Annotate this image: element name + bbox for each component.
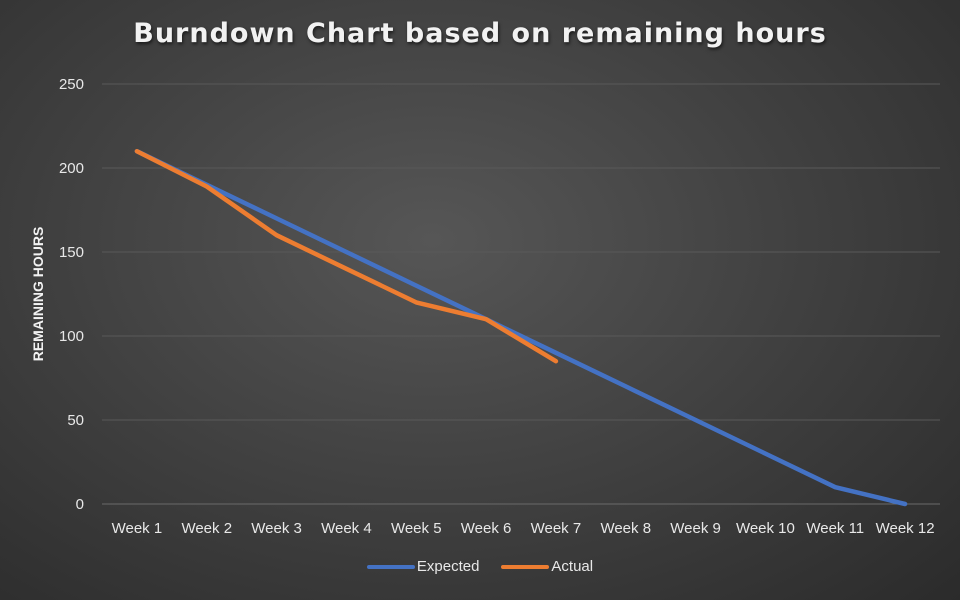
x-tick-label: Week 10	[736, 520, 795, 537]
legend-swatch	[501, 564, 550, 569]
x-tick-label: Week 3	[251, 520, 302, 537]
series-line-actual	[134, 148, 559, 364]
series-line-expected	[134, 148, 908, 507]
legend-label: Actual	[551, 558, 594, 575]
x-tick-label: Week 2	[181, 520, 232, 537]
y-tick-label: 150	[59, 244, 84, 261]
legend: Expected Actual	[0, 558, 960, 575]
x-tick-label: Week 5	[391, 520, 442, 537]
legend-label: Expected	[416, 558, 480, 575]
chart-title: Burndown Chart based on remaining hours	[133, 18, 827, 49]
x-tick-label: Week 4	[321, 520, 372, 537]
y-tick-labels: 0 50 100 150 200 250	[59, 76, 84, 513]
x-tick-labels: Week 1 Week 2 Week 3 Week 4 Week 5 Week 6 Week…	[112, 520, 935, 537]
gridlines	[102, 83, 940, 505]
y-tick-label: 200	[59, 160, 84, 177]
y-tick-label: 250	[59, 76, 84, 93]
y-tick-label: 50	[67, 412, 84, 429]
legend-item-actual: Actual	[501, 558, 593, 575]
legend-item-expected: Expected	[366, 558, 480, 575]
y-tick-label: 100	[59, 328, 84, 345]
x-tick-label: Week 11	[806, 520, 864, 537]
x-tick-label: Week 1	[112, 520, 163, 537]
x-tick-label: Week 7	[531, 520, 582, 537]
y-tick-label: 0	[76, 496, 84, 513]
x-tick-label: Week 12	[876, 520, 935, 537]
series-lines	[134, 148, 908, 507]
x-tick-label: Week 9	[670, 520, 721, 537]
x-tick-label: Week 8	[600, 520, 651, 537]
legend-swatch	[366, 564, 415, 569]
x-tick-label: Week 6	[461, 520, 512, 537]
